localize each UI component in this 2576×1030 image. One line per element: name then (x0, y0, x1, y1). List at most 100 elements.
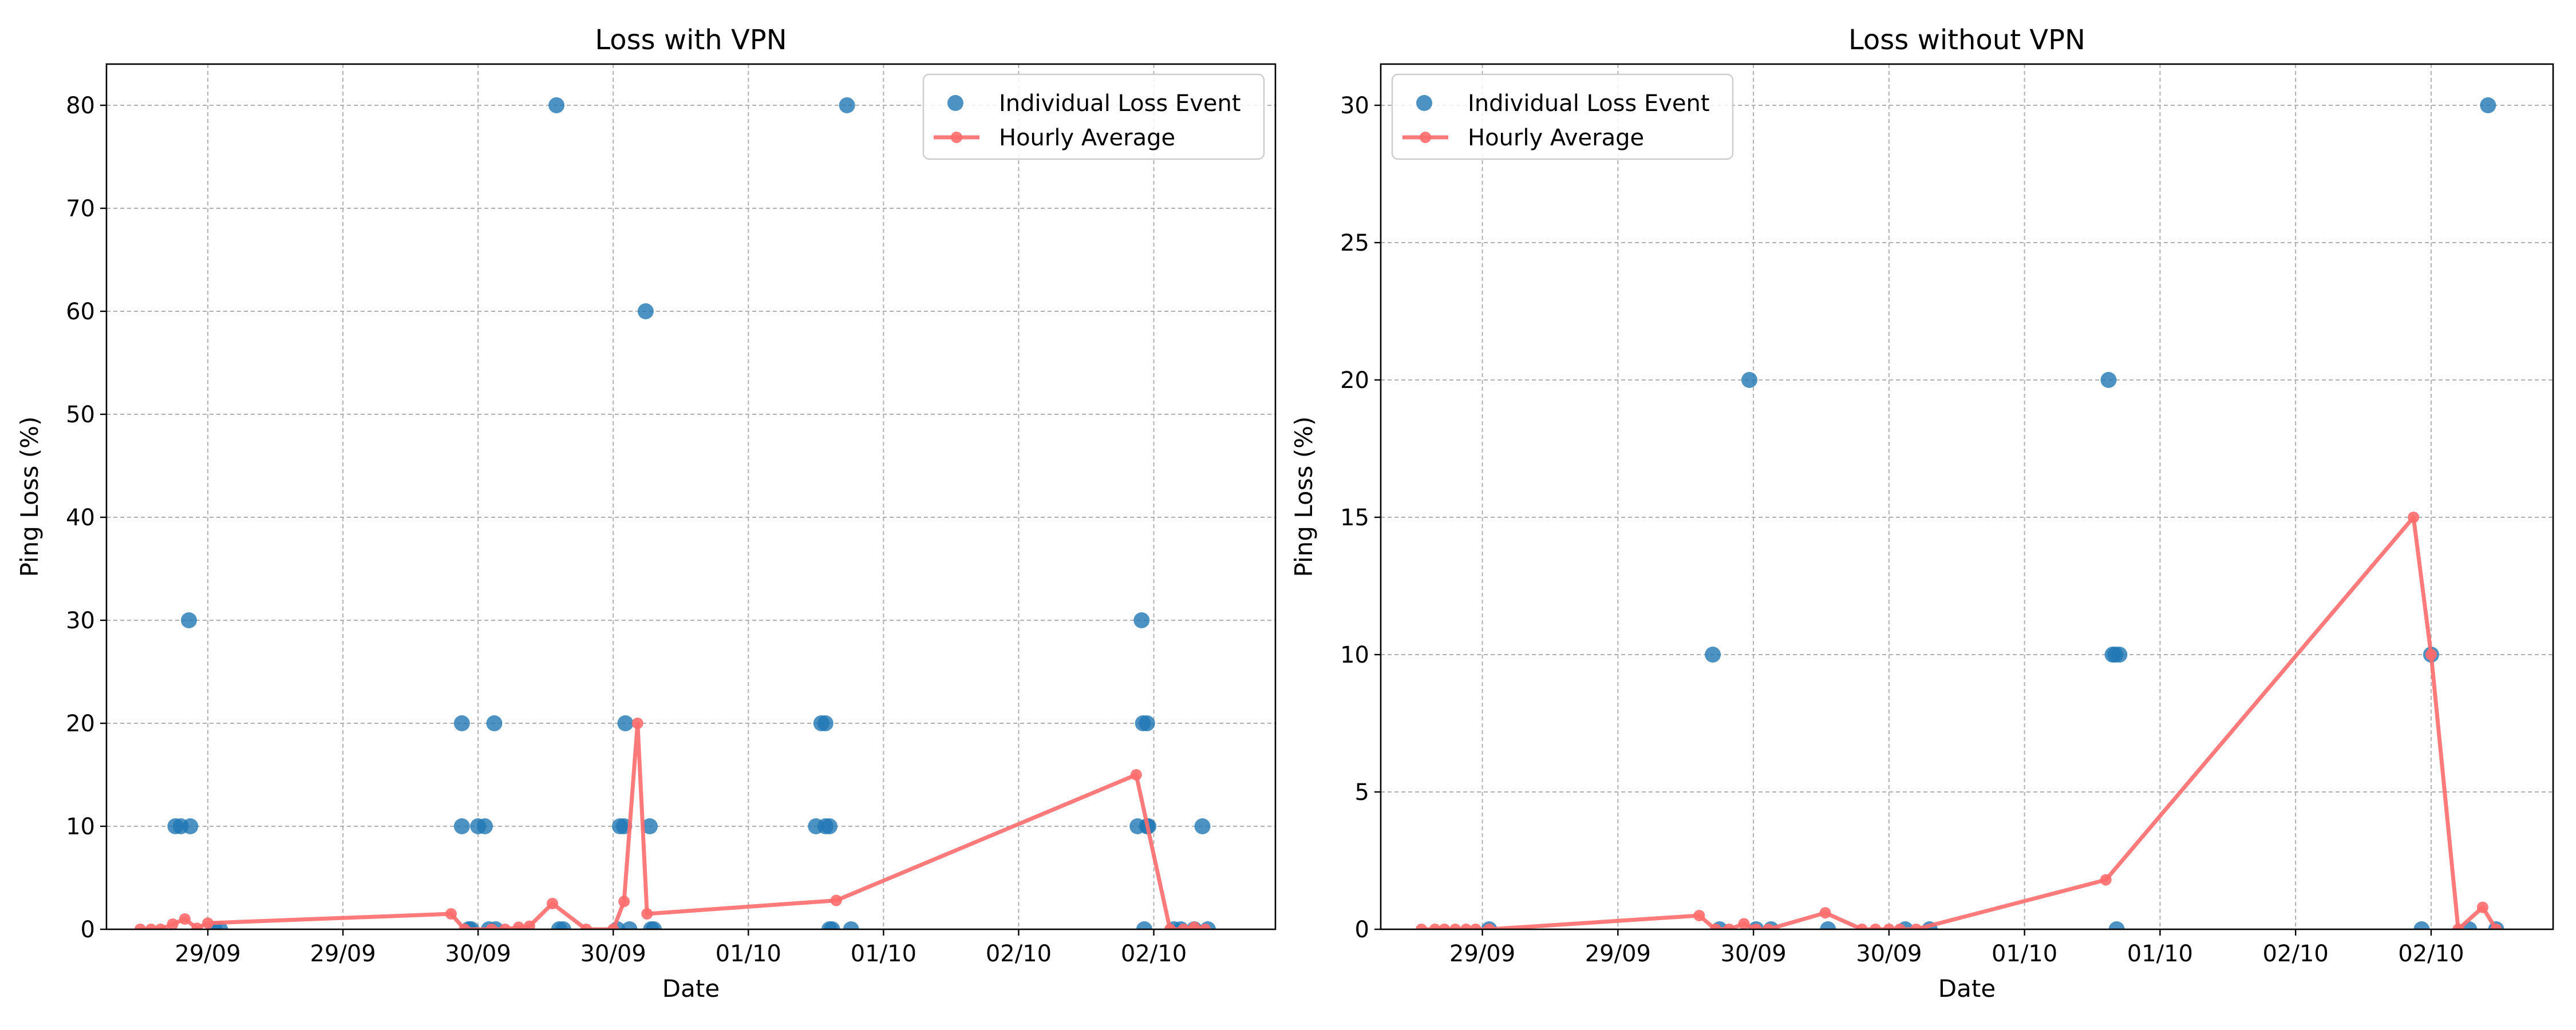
legend-entry-hourly-average: Hourly Average (1468, 125, 1644, 151)
loss-event-point (641, 818, 658, 834)
x-tick-label: 29/09 (1585, 941, 1651, 967)
hourly-average-point (1188, 921, 1200, 929)
hourly-average-point (2490, 924, 2502, 929)
plot-frame (1380, 63, 2554, 930)
x-axis-label: Date (662, 974, 720, 1003)
hourly-average-point (1199, 924, 1211, 929)
hourly-average-point (547, 898, 559, 909)
hourly-average-point (145, 924, 157, 929)
hourly-average-point (1723, 924, 1735, 929)
hourly-average-point (1750, 924, 1762, 929)
y-tick-label: 0 (1355, 917, 1369, 943)
x-axis-label: Date (1938, 974, 1996, 1003)
hourly-average-point (1439, 924, 1451, 929)
loss-event-point (1194, 818, 1211, 834)
hourly-average-point (1709, 924, 1721, 929)
hourly-average-point (155, 924, 167, 929)
x-tick-label: 30/09 (1856, 941, 1922, 967)
legend: Individual Loss Event Hourly Average (922, 73, 1265, 160)
x-tick-label: 29/09 (1449, 941, 1515, 967)
x-tick-label: 30/09 (445, 941, 511, 967)
y-tick-label: 30 (66, 608, 95, 634)
hourly-average-point (1429, 924, 1441, 929)
hourly-average-point (830, 894, 842, 906)
chart-title: Loss without VPN (1848, 24, 2085, 56)
hourly-average-point (485, 924, 497, 929)
loss-event-point (821, 818, 837, 834)
hourly-average-point (1460, 924, 1472, 929)
legend-line-point (951, 132, 962, 143)
legend-scatter-marker (1416, 95, 1432, 111)
hourly-average-point (2476, 901, 2488, 913)
hourly-average-point (1883, 924, 1895, 929)
y-tick-label: 40 (66, 505, 95, 531)
legend: Individual Loss Event Hourly Average (1391, 73, 1734, 160)
y-tick-label: 5 (1355, 779, 1369, 806)
legend-box (1391, 73, 1734, 160)
loss-event-point (2413, 921, 2430, 929)
legend-entry-loss-event: Individual Loss Event (1468, 90, 1710, 117)
x-tick-label: 30/09 (580, 941, 646, 967)
hourly-average-point (618, 896, 630, 908)
hourly-average-point (1856, 924, 1868, 929)
loss-event-point (1133, 612, 1150, 628)
hourly-average-point (2408, 512, 2420, 523)
hourly-average-point (607, 924, 619, 929)
hourly-average-point (2425, 649, 2437, 660)
hourly-average-point (1416, 924, 1428, 929)
y-tick-label: 20 (66, 711, 95, 737)
hourly-average-point (641, 908, 653, 920)
hourly-average-point (1870, 924, 1882, 929)
hourly-average-point (1738, 918, 1750, 929)
hourly-average-point (167, 918, 179, 929)
y-tick-label: 10 (66, 814, 95, 840)
y-axis-label: Ping Loss (%) (15, 417, 44, 577)
loss-event-point (1136, 921, 1153, 929)
plot-area (135, 97, 1216, 929)
loss-event-point (637, 303, 654, 319)
legend-line-point (1420, 132, 1431, 143)
y-tick-label: 0 (81, 917, 95, 943)
x-tick-label: 01/10 (1992, 941, 2057, 967)
y-tick-label: 25 (1340, 230, 1369, 256)
hourly-average-point (135, 924, 147, 929)
hourly-average-point (499, 924, 511, 929)
x-tick-label: 01/10 (851, 941, 916, 967)
loss-event-point (453, 818, 470, 834)
hourly-average-point (1894, 924, 1906, 929)
hourly-average-point (1819, 907, 1831, 919)
hourly-average-point (1449, 924, 1461, 929)
loss-event-point (1741, 372, 1757, 388)
y-tick-label: 70 (66, 196, 95, 222)
hourly-average-point (2100, 874, 2112, 886)
loss-event-point (476, 818, 493, 834)
x-tick-label: 01/10 (2127, 941, 2193, 967)
chart-panel-2: 29/09 29/09 30/09 30/09 01/10 01/10 02/10 02/10… (1290, 24, 2554, 1003)
hourly-average-point (191, 922, 203, 929)
hourly-average-point (1693, 910, 1705, 921)
hourly-average-point (513, 921, 525, 929)
y-axis-label: Ping Loss (%) (1290, 417, 1318, 577)
hourly-average-point (1164, 924, 1176, 929)
hourly-average-point (202, 917, 214, 929)
hourly-average-point (2452, 924, 2464, 929)
hourly-average-point (631, 718, 643, 729)
loss-event-point (555, 921, 571, 929)
loss-event-point (1705, 647, 1721, 663)
loss-event-point (646, 921, 662, 929)
loss-event-point (617, 715, 634, 731)
hourly-average-point (1178, 924, 1190, 929)
loss-event-point (817, 715, 833, 731)
loss-event-point (548, 97, 565, 113)
x-tick-label: 02/10 (2398, 941, 2464, 967)
loss-event-point (824, 921, 840, 929)
hourly-average-point (1483, 924, 1495, 929)
loss-event-point (486, 715, 503, 731)
loss-event-point (2108, 921, 2125, 929)
y-tick-label: 20 (1340, 367, 1369, 394)
chart-panel-1: 29/09 29/09 30/09 30/09 01/10 01/10 02/10 02/10… (15, 24, 1277, 1003)
loss-event-point (2111, 647, 2128, 663)
loss-event-point (2480, 97, 2496, 113)
x-tick-label: 01/10 (716, 941, 781, 967)
hourly-average-point (1763, 924, 1775, 929)
